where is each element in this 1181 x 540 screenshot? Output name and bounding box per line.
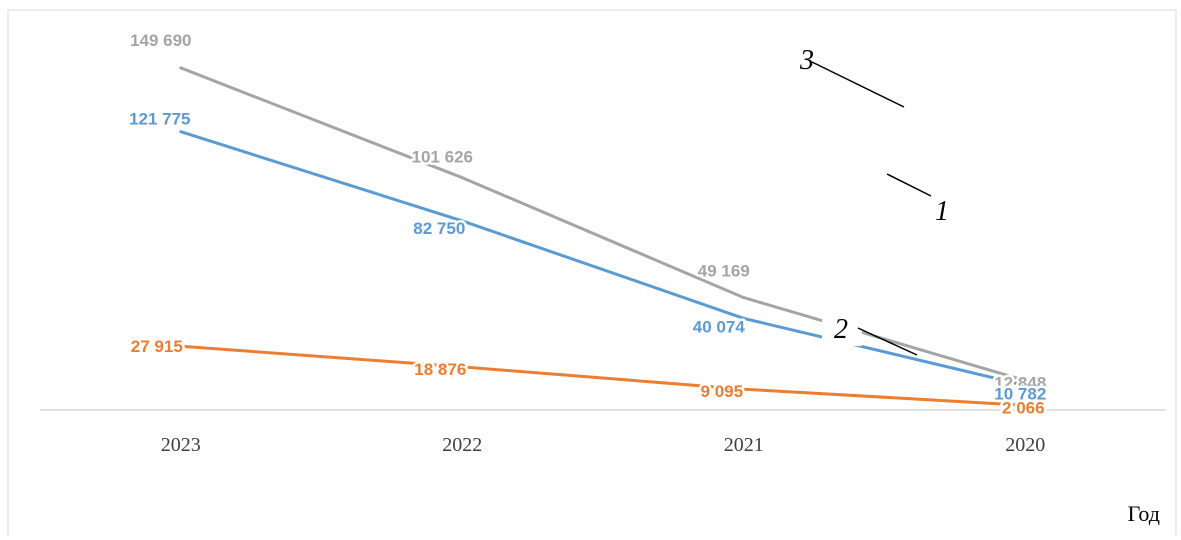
data-label-1-2023: 121 775 [129, 110, 190, 129]
data-point-3-2022 [460, 176, 464, 180]
x-tick-label-2023: 2023 [161, 434, 201, 456]
data-label-1-2021: 40 074 [693, 317, 746, 336]
data-label-2-2020: 2 066 [1002, 398, 1045, 417]
annotation-label-3: 3 [799, 45, 814, 76]
data-label-2-2021: 9 095 [701, 382, 744, 401]
data-point-2-2020 [1023, 403, 1027, 407]
data-point-1-2020 [1023, 383, 1027, 387]
data-label-2-2023: 27 915 [131, 337, 183, 356]
series-line-3 [180, 66, 1026, 383]
data-point-3-2021 [742, 296, 746, 300]
data-point-1-2022 [460, 219, 464, 223]
annotation-label-2: 2 [834, 314, 848, 345]
data-point-3-2020 [1023, 379, 1027, 383]
data-point-1-2023 [179, 130, 183, 134]
data-point-2-2021 [742, 387, 746, 391]
data-label-3-2021: 49 169 [698, 262, 750, 281]
annotation-leader-1 [886, 173, 932, 197]
data-label-3-2023: 149 690 [130, 31, 191, 50]
annotation-label-1: 1 [935, 196, 949, 227]
x-tick-label-2020: 2020 [1005, 434, 1045, 456]
annotation-leader-2 [857, 327, 918, 356]
data-label-1-2022: 82 750 [413, 219, 465, 238]
chart-frame [7, 9, 1177, 540]
x-tick-label-2021: 2021 [724, 434, 764, 456]
x-tick-label-2022: 2022 [442, 434, 482, 456]
annotation-bg-3 [788, 43, 828, 77]
annotation-leader-3 [811, 61, 905, 108]
data-label-1-2020: 10 782 [994, 384, 1046, 403]
annotation-bg-2 [822, 312, 862, 346]
series-line-2 [180, 344, 1026, 407]
x-axis-title: Год [1128, 501, 1160, 526]
data-label-3-2020: 12 848 [994, 374, 1046, 393]
series-line-1 [180, 130, 1026, 387]
data-point-1-2021 [742, 316, 746, 320]
data-point-3-2023 [179, 66, 183, 70]
data-label-3-2022: 101 626 [412, 148, 473, 167]
data-point-2-2023 [179, 344, 183, 348]
data-point-2-2022 [460, 365, 464, 369]
data-label-2-2022: 18 876 [414, 360, 466, 379]
annotation-bg-1 [923, 194, 963, 228]
